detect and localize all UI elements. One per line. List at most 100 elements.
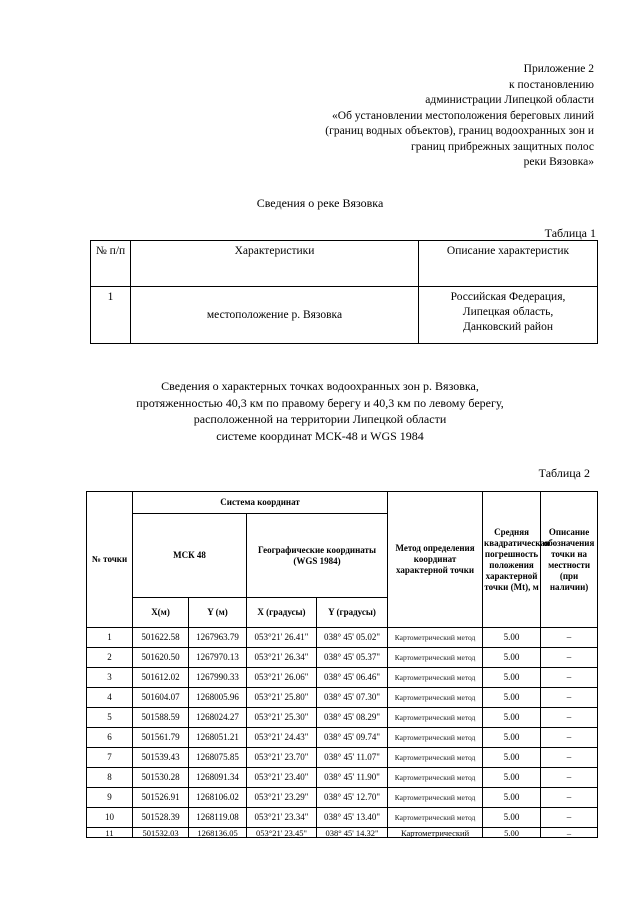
desc-line: Российская Федерация, (450, 291, 566, 303)
cell-point-num: 5 (86, 707, 133, 728)
table2: № точки Система координат Метод определе… (86, 491, 599, 838)
cell-error: 5.00 (482, 807, 542, 828)
header-num: № п/п (90, 240, 131, 287)
cell-description: – (540, 787, 599, 808)
table1: № п/п Характеристики Описание характерис… (90, 240, 598, 344)
appendix-line: границ прибрежных защитных полос (411, 140, 594, 153)
table-row: 7 501539.43 1268075.85 053°21' 23.70" 038° 4… (86, 747, 599, 768)
appendix-header: Приложение 2 к постановлению администрац… (325, 62, 594, 171)
cell-description: – (540, 627, 599, 648)
cell-point-num: 9 (86, 787, 133, 808)
cell-y-deg: 038° 45' 07.30" (315, 687, 389, 708)
row-description: Российская Федерация, Липецкая область, … (418, 286, 598, 344)
cell-x-deg: 053°21' 26.41" (246, 627, 317, 648)
desc-line: Липецкая область, (462, 306, 554, 318)
cell-error: 5.00 (482, 747, 542, 768)
row-characteristic: местоположение р. Вязовка (130, 286, 419, 344)
cell-x-deg: 053°21' 23.45" (246, 827, 317, 838)
appendix-line: администрации Липецкой области (425, 94, 594, 106)
appendix-line: Приложение 2 (523, 63, 594, 75)
cell-y-deg: 038° 45' 05.02" (315, 627, 389, 648)
cell-description: – (540, 747, 599, 768)
table-row: 5 501588.59 1268024.27 053°21' 25.30" 038° 4… (86, 707, 599, 728)
cell-method: Картометрический метод (387, 787, 484, 808)
cell-error: 5.00 (482, 787, 542, 808)
cell-x-m: 501539.43 (132, 747, 189, 768)
header-x-m: X(м) (132, 597, 189, 628)
cell-method: Картометрический метод (387, 667, 484, 688)
cell-point-num: 7 (86, 747, 133, 768)
cell-error: 5.00 (482, 767, 542, 788)
cell-description: – (540, 727, 599, 748)
header-y-m: Y (м) (188, 597, 247, 628)
table2-label: Таблица 2 (538, 466, 590, 480)
header-x-deg: X (градусы) (246, 597, 317, 628)
cell-x-m: 501530.28 (132, 767, 189, 788)
cell-method: Картометрический метод (387, 747, 484, 768)
cell-y-m: 1268091.34 (188, 767, 247, 788)
cell-y-deg: 038° 45' 13.40" (315, 807, 389, 828)
appendix-line: «Об установлении местоположения береговы… (332, 109, 594, 122)
table-row: 2 501620.50 1267970.13 053°21' 26.34" 038° 4… (86, 647, 599, 668)
appendix-line: реки Вязовка» (523, 156, 594, 168)
table-row: 1 местоположение р. Вязовка Российская Ф… (90, 286, 598, 344)
cell-point-num: 6 (86, 727, 133, 748)
table1-header: № п/п Характеристики Описание характерис… (90, 240, 598, 287)
cell-error: 5.00 (482, 647, 542, 668)
header-method: Метод определения координат характерной … (387, 491, 484, 628)
appendix-line: к постановлению (509, 78, 594, 91)
table-row: 9 501526.91 1268106.02 053°21' 23.29" 038° 4… (86, 787, 599, 808)
cell-x-deg: 053°21' 23.34" (246, 807, 317, 828)
cell-x-deg: 053°21' 23.29" (246, 787, 317, 808)
appendix-line: (границ водных объектов), границ водоохр… (325, 125, 594, 137)
cell-y-m: 1267963.79 (188, 627, 247, 648)
cell-description: – (540, 807, 599, 828)
cell-x-m: 501604.07 (132, 687, 189, 708)
header-coordinate-system: Система координат (131, 491, 389, 514)
title-line: Сведения о характерных точках водоохранн… (161, 379, 479, 393)
title-line: системе координат МСК-48 и WGS 1984 (216, 428, 424, 443)
cell-method: Картометрический метод (387, 707, 484, 728)
cell-x-m: 501526.91 (132, 787, 189, 808)
cell-method: Картометрический метод (387, 687, 484, 708)
cell-x-deg: 053°21' 23.40" (246, 767, 317, 788)
section1-title: Сведения о реке Вязовка (256, 196, 384, 210)
cell-error: 5.00 (482, 707, 542, 728)
table-row: 4 501604.07 1268005.96 053°21' 25.80" 038° 4… (86, 687, 599, 708)
cell-point-num: 3 (86, 667, 133, 688)
title-line: расположенной на территории Липецкой обл… (193, 412, 447, 426)
cell-point-num: 8 (86, 767, 133, 788)
desc-line: Данковский район (462, 321, 553, 333)
header-description: Описание характеристик (418, 240, 598, 287)
cell-x-deg: 053°21' 25.30" (246, 707, 317, 728)
section2-title: Сведения о характерных точках водоохранн… (0, 378, 640, 444)
cell-x-m: 501622.58 (132, 627, 189, 648)
cell-point-num: 11 (86, 827, 133, 838)
cell-description: – (540, 707, 599, 728)
cell-error: 5.00 (482, 627, 542, 648)
cell-y-m: 1268051.21 (188, 727, 247, 748)
cell-y-deg: 038° 45' 14.32" (315, 827, 389, 838)
cell-x-m: 501561.79 (132, 727, 189, 748)
cell-method: Картометрический метод (387, 807, 484, 828)
cell-method: Картометрический (387, 827, 484, 838)
cell-y-m: 1268106.02 (188, 787, 247, 808)
cell-y-m: 1268024.27 (188, 707, 247, 728)
cell-y-deg: 038° 45' 11.90" (315, 767, 389, 788)
table-row: 6 501561.79 1268051.21 053°21' 24.43" 038° 4… (86, 727, 599, 748)
header-description: Описание обозначения точки на местности … (540, 491, 599, 628)
cell-x-deg: 053°21' 25.80" (246, 687, 317, 708)
table-row: 8 501530.28 1268091.34 053°21' 23.40" 038° 4… (86, 767, 599, 788)
cell-point-num: 10 (86, 807, 133, 828)
cell-x-m: 501528.39 (132, 807, 189, 828)
cell-method: Картометрический метод (387, 647, 484, 668)
cell-x-deg: 053°21' 23.70" (246, 747, 317, 768)
cell-y-deg: 038° 45' 06.46" (315, 667, 389, 688)
table1-label: Таблица 1 (544, 226, 596, 240)
cell-y-deg: 038° 45' 08.29" (315, 707, 389, 728)
cell-method: Картометрический метод (387, 727, 484, 748)
cell-point-num: 2 (86, 647, 133, 668)
header-msk48: МСК 48 (132, 513, 247, 598)
header-characteristics: Характеристики (130, 240, 419, 287)
